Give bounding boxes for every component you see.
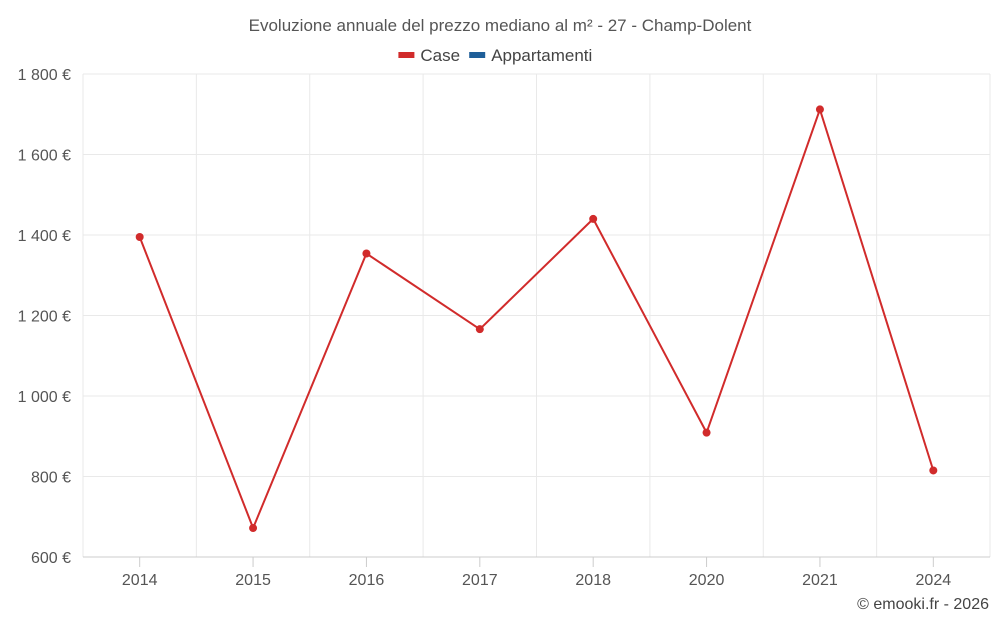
data-point	[135, 233, 144, 242]
x-tick-label: 2017	[462, 572, 498, 589]
data-point	[929, 466, 938, 475]
y-tick-label: 1 200 €	[18, 309, 71, 326]
y-tick-label: 1 800 €	[18, 67, 71, 84]
y-tick-label: 1 600 €	[18, 148, 71, 165]
legend-swatch-appartamenti	[469, 52, 486, 58]
y-tick-label: 600 €	[31, 550, 71, 567]
legend-swatch-case	[398, 52, 415, 58]
y-tick-label: 1 000 €	[18, 389, 71, 406]
y-tick-label: 800 €	[31, 470, 71, 487]
data-point	[249, 524, 258, 533]
x-tick-label: 2015	[235, 572, 271, 589]
x-tick-label: 2014	[122, 572, 158, 589]
x-tick-label: 2016	[349, 572, 385, 589]
data-point	[815, 105, 824, 114]
y-tick-label: 1 400 €	[18, 228, 71, 245]
x-tick-label: 2018	[575, 572, 611, 589]
x-tick-label: 2021	[802, 572, 838, 589]
data-point	[702, 428, 711, 437]
grid	[82, 73, 991, 557]
series-line-case	[138, 108, 935, 529]
credit-text: © emooki.fr - 2026	[857, 596, 989, 613]
x-tick-label: 2024	[916, 572, 952, 589]
chart-title: Evoluzione annuale del prezzo mediano al…	[249, 16, 752, 35]
x-tick-label: 2020	[689, 572, 725, 589]
legend-label-case: Case	[420, 46, 460, 65]
data-point	[589, 214, 598, 223]
legend-label-appartamenti: Appartamenti	[491, 46, 592, 65]
data-point	[362, 249, 371, 258]
data-point	[475, 325, 484, 334]
series-layer	[135, 105, 938, 533]
axes: 600 € 800 € 1 000 € 1 200 € 1 400 € 1 600 € 1 …	[18, 67, 990, 589]
legend: Case Appartamenti	[398, 46, 592, 65]
